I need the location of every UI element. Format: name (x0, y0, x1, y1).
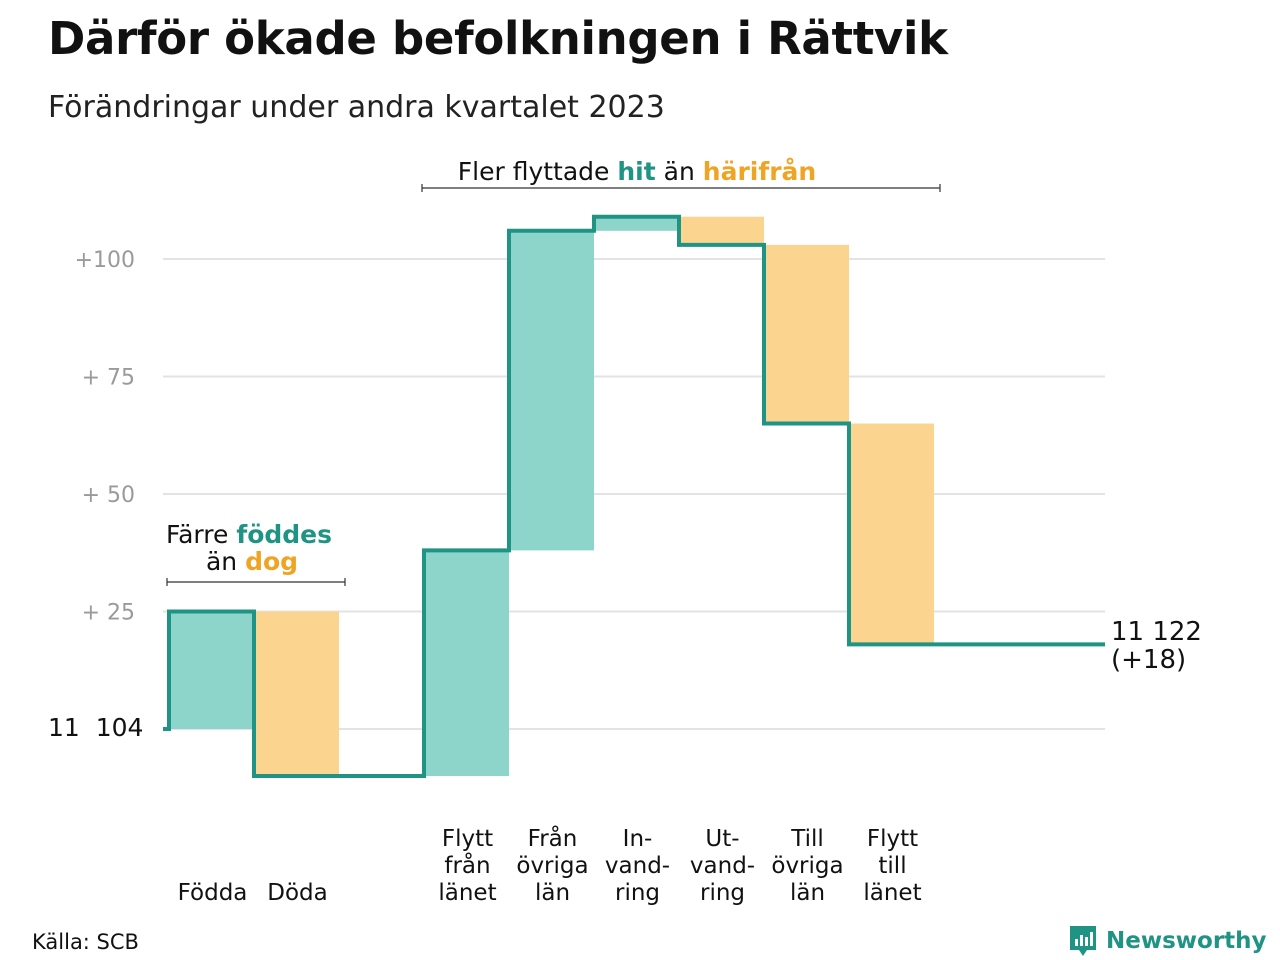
category-labels: Födda DödaFlyttfrånlänetFrånövrigalänIn-v… (178, 824, 922, 906)
category-label: vand- (605, 853, 670, 879)
source-label: Källa: SCB (32, 930, 139, 954)
chart-subtitle: Förändringar under andra kvartalet 2023 (48, 90, 665, 125)
category-label: Flytt (442, 826, 493, 852)
end-change-label: (+18) (1111, 645, 1186, 675)
top-annotation-hit: hit (617, 157, 655, 186)
left-annotation-dog: dog (245, 547, 298, 576)
left-annotation-line1: Färre föddes (166, 520, 332, 549)
category-label: In- (623, 826, 653, 852)
left-annotation-pre: Färre (166, 520, 228, 549)
y-tick-label: + 50 (82, 483, 135, 508)
y-tick-labels: +100 + 75 + 50 + 25 (75, 248, 135, 626)
bar-decrease (849, 423, 934, 645)
chart-title: Därför ökade befolkningen i Rättvik (48, 12, 948, 65)
category-label: Ut- (705, 826, 739, 852)
left-annotation-line2: än dog (206, 547, 298, 576)
top-annotation-harifran: härifrån (703, 157, 816, 186)
bars (169, 216, 934, 776)
bar-decrease (679, 216, 764, 245)
bar-increase (594, 216, 679, 231)
category-label: Från (528, 824, 578, 852)
bar-increase (169, 611, 254, 729)
top-annotation-pre: Fler flyttade (458, 157, 610, 186)
category-label: län (535, 880, 570, 906)
newsworthy-bar-chart-icon (1070, 926, 1096, 956)
left-annotation-bracket (166, 578, 346, 586)
top-annotation-bracket (421, 184, 941, 192)
category-label: Födda (178, 880, 248, 906)
category-label: från (444, 851, 490, 879)
category-label: Flytt (867, 826, 918, 852)
left-annotation-fodd: föddes (236, 520, 332, 549)
category-label: ring (700, 880, 745, 906)
y-tick-label: +100 (75, 248, 135, 273)
y-tick-label: + 25 (82, 601, 135, 626)
left-annotation-an: än (206, 547, 237, 576)
category-label: länet (863, 880, 921, 906)
category-label: övriga (516, 853, 588, 879)
category-label: vand- (690, 853, 755, 879)
category-label: övriga (771, 853, 843, 879)
category-label: län (790, 880, 825, 906)
category-label: till (878, 853, 906, 879)
bar-increase (424, 550, 509, 776)
category-label: Till (790, 826, 824, 852)
category-label: länet (438, 880, 496, 906)
category-label: ring (615, 880, 660, 906)
base-value-label: 11 104 (48, 713, 143, 742)
step-line (163, 214, 1105, 778)
brand-name: Newsworthy (1106, 928, 1267, 954)
bar-decrease (254, 611, 339, 776)
end-value-label: 11 122 (1111, 617, 1202, 647)
bar-increase (509, 230, 594, 551)
category-label: Döda (267, 880, 327, 906)
brand-logo: Newsworthy (1068, 924, 1267, 958)
bar-decrease (764, 244, 849, 424)
top-annotation: Fler flyttade hit än härifrån (458, 157, 816, 186)
top-annotation-mid: än (664, 157, 695, 186)
y-tick-label: + 75 (82, 366, 135, 391)
